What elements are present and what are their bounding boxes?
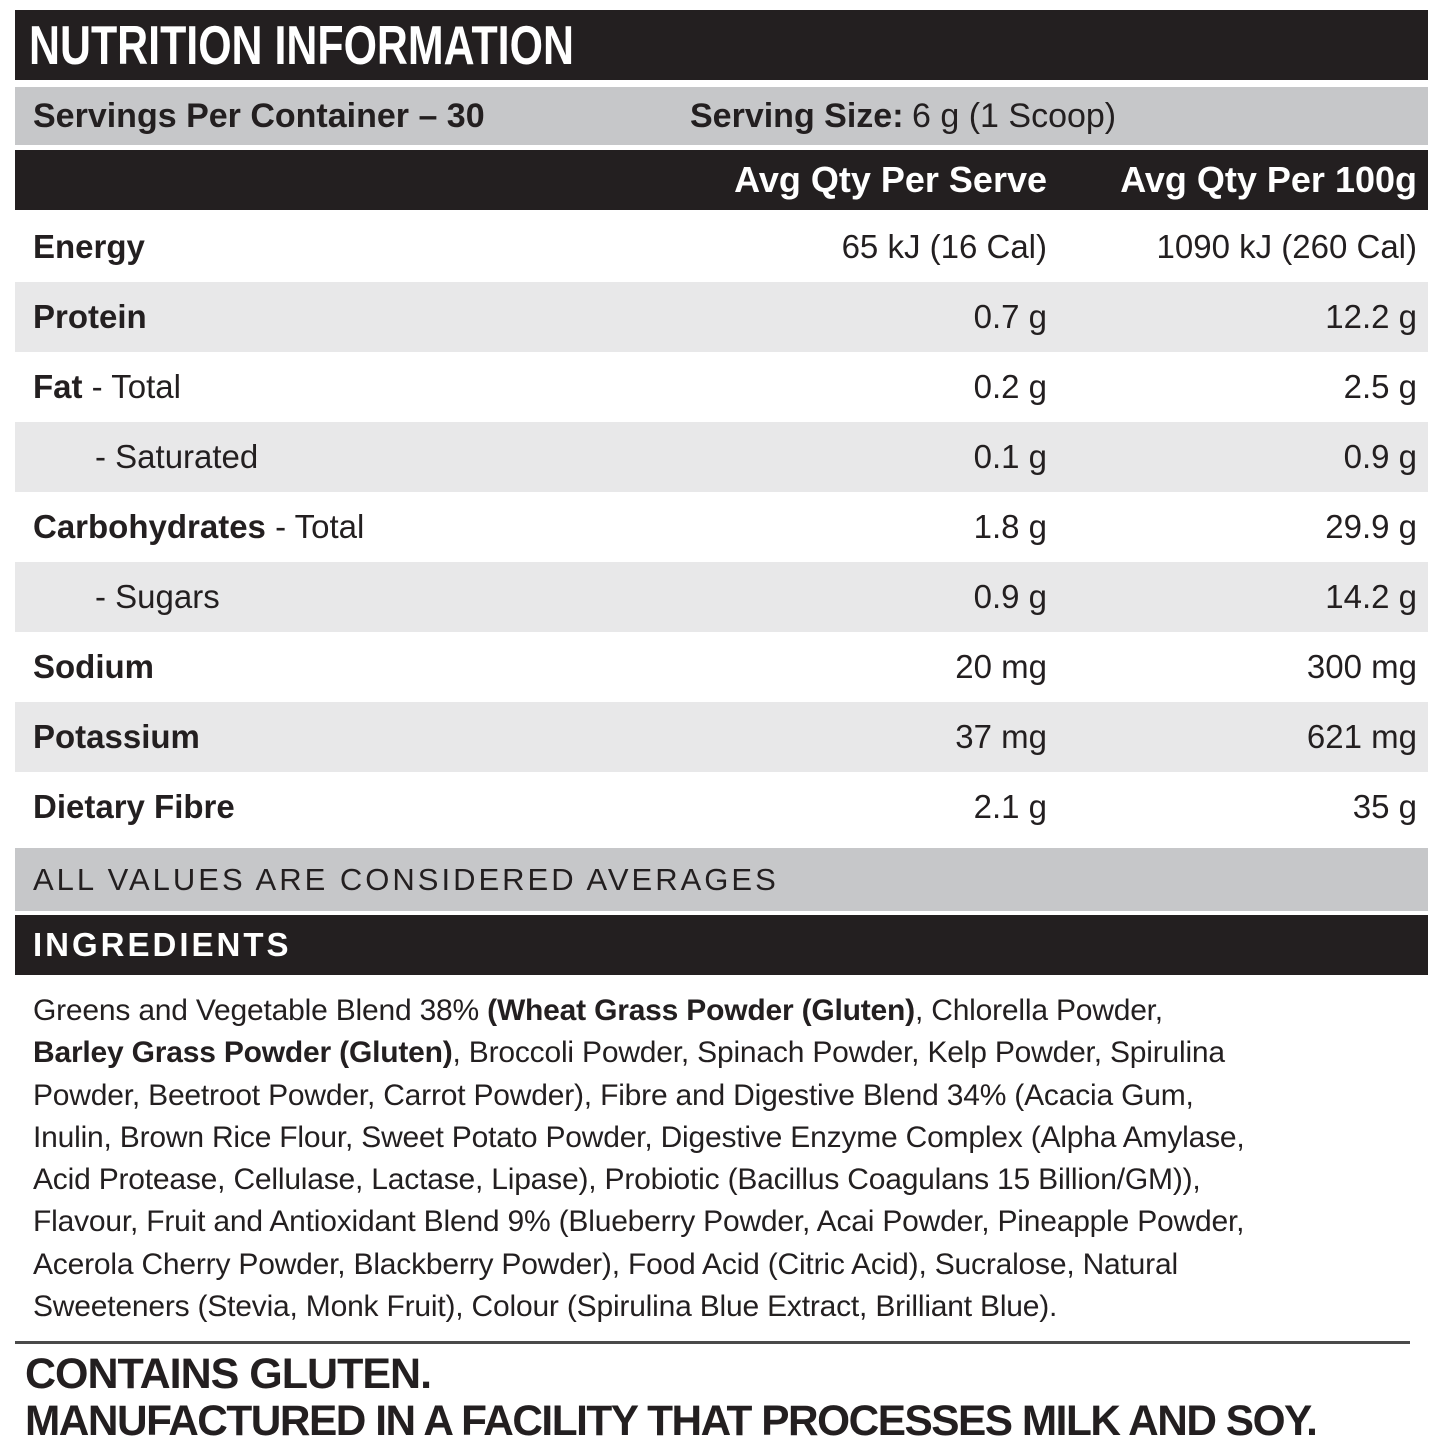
row-label: Protein — [33, 298, 147, 335]
table-row: Sodium 20 mg 300 mg — [15, 632, 1428, 702]
footnote-bar: ALL VALUES ARE CONSIDERED AVERAGES — [15, 848, 1428, 911]
row-label: - Saturated — [95, 438, 259, 475]
row-value-per-serve: 65 kJ (16 Cal) — [841, 228, 1047, 265]
row-label: Sodium — [33, 648, 154, 685]
row-value-per-serve: 0.9 g — [973, 578, 1047, 615]
divider-rule — [15, 1341, 1410, 1345]
row-value-per-serve: 37 mg — [955, 718, 1047, 755]
ingredients-heading-bar: INGREDIENTS — [15, 915, 1428, 975]
ingredient-line: Flavour, Fruit and Antioxidant Blend 9% … — [33, 1205, 1245, 1239]
row-value-per-100g: 14.2 g — [1325, 578, 1417, 615]
row-label: Dietary Fibre — [33, 788, 235, 825]
column-header-bar: Avg Qty Per Serve Avg Qty Per 100g — [15, 150, 1428, 210]
row-value-per-100g: 0.9 g — [1343, 438, 1417, 475]
serving-size-label: Serving Size: — [690, 97, 904, 135]
table-row: Potassium 37 mg 621 mg — [15, 702, 1428, 772]
page-title: NUTRITION INFORMATION — [29, 14, 574, 76]
row-label: Energy — [33, 228, 145, 265]
facility-warning-text: MANUFACTURED IN A FACILITY THAT PROCESSE… — [25, 1397, 1318, 1445]
ingredients-paragraph: Greens and Vegetable Blend 38% (Wheat Gr… — [15, 975, 1428, 1328]
ingredient-line: Acerola Cherry Powder, Blackberry Powder… — [33, 1247, 1178, 1281]
ingredient-line: Acid Protease, Cellulase, Lactase, Lipas… — [33, 1163, 1201, 1197]
row-value-per-serve: 0.7 g — [973, 298, 1047, 335]
table-row: Fat - Total 0.2 g 2.5 g — [15, 352, 1428, 422]
column-header-per-serve: Avg Qty Per Serve — [734, 159, 1047, 200]
nutrition-label: NUTRITION INFORMATION Servings Per Conta… — [15, 10, 1428, 1445]
row-value-per-100g: 621 mg — [1306, 718, 1417, 755]
ingredient-line: Greens and Vegetable Blend 38% (Wheat Gr… — [33, 994, 1163, 1027]
nutrition-rows: Energy 65 kJ (16 Cal) 1090 kJ (260 Cal) Pro… — [15, 212, 1428, 842]
ingredients-heading: INGREDIENTS — [33, 926, 292, 963]
servings-per-container: Servings Per Container – 30 — [33, 97, 485, 135]
ingredient-line: Barley Grass Powder (Gluten), Broccoli P… — [33, 1036, 1225, 1070]
table-row: Protein 0.7 g 12.2 g — [15, 282, 1428, 352]
row-value-per-serve: 0.2 g — [973, 368, 1047, 405]
row-value-per-serve: 20 mg — [955, 648, 1047, 685]
ingredient-line: Sweeteners (Stevia, Monk Fruit), Colour … — [33, 1290, 1058, 1324]
servings-bar: Servings Per Container – 30 Serving Size… — [15, 87, 1428, 145]
table-row: Energy 65 kJ (16 Cal) 1090 kJ (260 Cal) — [15, 212, 1428, 282]
row-value-per-serve: 0.1 g — [973, 438, 1047, 475]
row-label: Carbohydrates - Total — [33, 508, 365, 545]
table-row: - Sugars 0.9 g 14.2 g — [15, 562, 1428, 632]
allergen-statements: CONTAINS GLUTEN. MANUFACTURED IN A FACIL… — [25, 1351, 1428, 1445]
serving-size: Serving Size: 6 g (1 Scoop) — [690, 87, 1116, 145]
row-value-per-100g: 29.9 g — [1325, 508, 1417, 545]
serving-size-value: 6 g (1 Scoop) — [912, 97, 1117, 135]
ingredient-line: Inulin, Brown Rice Flour, Sweet Potato P… — [33, 1120, 1245, 1154]
row-value-per-100g: 35 g — [1352, 788, 1417, 825]
row-label: Fat - Total — [33, 368, 181, 405]
row-label: - Sugars — [95, 578, 220, 615]
row-value-per-100g: 1090 kJ (260 Cal) — [1156, 228, 1417, 265]
column-header-per-100g: Avg Qty Per 100g — [1120, 159, 1417, 200]
contains-gluten-text: CONTAINS GLUTEN. — [25, 1350, 432, 1399]
ingredient-line: Powder, Beetroot Powder, Carrot Powder),… — [33, 1078, 1194, 1112]
row-label: Potassium — [33, 718, 200, 755]
title-bar: NUTRITION INFORMATION — [15, 10, 1428, 80]
row-value-per-100g: 2.5 g — [1343, 368, 1417, 405]
footnote-text: ALL VALUES ARE CONSIDERED AVERAGES — [33, 862, 779, 897]
table-row: Carbohydrates - Total 1.8 g 29.9 g — [15, 492, 1428, 562]
table-row: - Saturated 0.1 g 0.9 g — [15, 422, 1428, 492]
table-row: Dietary Fibre 2.1 g 35 g — [15, 772, 1428, 842]
row-value-per-serve: 1.8 g — [973, 508, 1047, 545]
row-value-per-100g: 12.2 g — [1325, 298, 1417, 335]
row-value-per-100g: 300 mg — [1306, 648, 1417, 685]
row-value-per-serve: 2.1 g — [973, 788, 1047, 825]
